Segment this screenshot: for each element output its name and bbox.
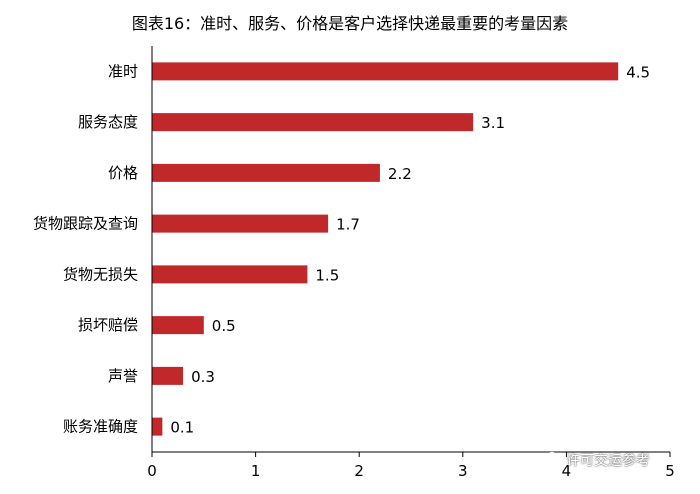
category-label: 声誉 <box>108 367 138 385</box>
value-label: 1.5 <box>315 266 339 284</box>
bar <box>152 62 619 81</box>
bar <box>152 163 380 182</box>
value-label: 1.7 <box>336 216 360 234</box>
bar <box>152 417 163 436</box>
bar <box>152 214 329 233</box>
category-label: 准时 <box>108 62 138 80</box>
chart-title: 图表16：准时、服务、价格是客户选择快递最重要的考量因素 <box>131 14 569 33</box>
value-label: 4.5 <box>626 63 650 81</box>
x-tick-label: 1 <box>251 462 261 480</box>
value-label: 0.5 <box>212 317 236 335</box>
bar <box>152 265 308 284</box>
x-tick-label: 3 <box>458 462 468 480</box>
value-label: 3.1 <box>481 114 505 132</box>
x-tick-label: 0 <box>147 462 157 480</box>
x-tick-label: 4 <box>562 462 572 480</box>
x-tick-label: 5 <box>665 462 675 480</box>
category-label: 货物无损失 <box>63 265 138 283</box>
category-label: 价格 <box>108 164 138 182</box>
bar <box>152 366 184 385</box>
bar <box>152 113 474 132</box>
wechat-icon <box>545 451 562 469</box>
watermark: 许可交运参考 <box>545 450 650 470</box>
x-tick-label: 2 <box>354 462 364 480</box>
bar <box>152 316 204 335</box>
value-label: 0.3 <box>191 368 215 386</box>
category-label: 服务态度 <box>78 113 138 131</box>
category-label: 损坏赔偿 <box>78 316 138 334</box>
value-label: 0.1 <box>170 419 194 437</box>
category-label: 账务准确度 <box>63 418 138 436</box>
category-label: 货物跟踪及查询 <box>33 215 138 233</box>
value-label: 2.2 <box>388 165 412 183</box>
watermark-text: 许可交运参考 <box>566 453 650 469</box>
